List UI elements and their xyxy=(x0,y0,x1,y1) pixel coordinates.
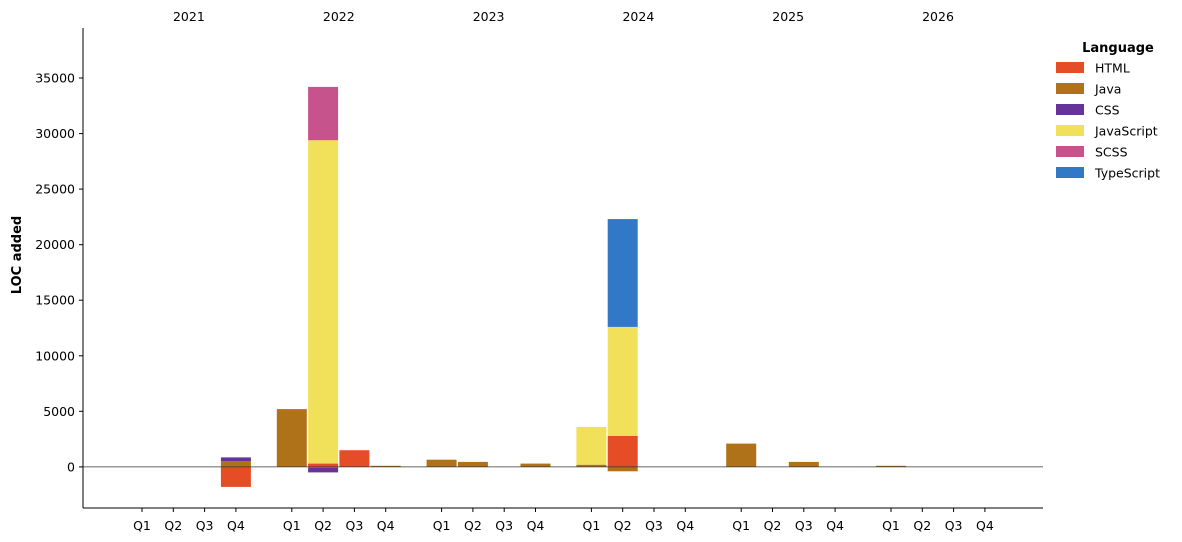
x-tick-label: Q2 xyxy=(164,518,182,533)
y-tick-label: 15000 xyxy=(35,293,75,308)
bar-javascript-2024-q2 xyxy=(607,326,638,436)
x-tick-label: Q2 xyxy=(913,518,931,533)
legend-label-typescript: TypeScript xyxy=(1094,166,1160,181)
legend-label-html: HTML xyxy=(1095,61,1130,76)
x-tick-label: Q3 xyxy=(346,518,364,533)
legend-label-css: CSS xyxy=(1095,103,1120,118)
x-tick-label: Q2 xyxy=(614,518,632,533)
x-tick-label: Q1 xyxy=(882,518,900,533)
legend-swatch-css xyxy=(1056,104,1084,115)
x-tick-label: Q1 xyxy=(583,518,601,533)
y-axis-label: LOC added xyxy=(10,216,25,294)
bar-java-2025-q3 xyxy=(788,461,819,467)
y-tick-label: 20000 xyxy=(35,237,75,252)
x-tick-label: Q3 xyxy=(795,518,813,533)
bar-scss-2022-q2 xyxy=(308,86,339,141)
year-label-2022: 2022 xyxy=(323,9,355,24)
x-tick-label: Q1 xyxy=(732,518,750,533)
x-tick-label: Q3 xyxy=(645,518,663,533)
x-tick-label: Q1 xyxy=(133,518,151,533)
legend-swatch-java xyxy=(1056,83,1084,94)
bar-html-2022-q3 xyxy=(339,450,370,467)
legend-label-java: Java xyxy=(1094,82,1121,97)
x-tick-label: Q4 xyxy=(826,518,844,533)
y-tick-label: 35000 xyxy=(35,71,75,86)
y-tick-label: 30000 xyxy=(35,126,75,141)
bar-java-2022-q2 xyxy=(308,466,339,468)
x-tick-label: Q4 xyxy=(976,518,994,533)
y-tick-label: 5000 xyxy=(43,404,75,419)
bar-html-2022-q2 xyxy=(308,463,339,467)
year-label-2024: 2024 xyxy=(622,9,654,24)
legend-label-javascript: JavaScript xyxy=(1094,124,1158,139)
bar-java-2023-q2 xyxy=(457,461,488,467)
bar-java-2025-q1 xyxy=(726,443,757,467)
bar-html-2021-q4 xyxy=(220,466,251,487)
x-tick-label: Q3 xyxy=(196,518,214,533)
bar-java-2023-q4 xyxy=(520,463,551,467)
bar-javascript-2024-q1 xyxy=(576,426,607,465)
y-tick-label: 10000 xyxy=(35,348,75,363)
year-label-2021: 2021 xyxy=(173,9,205,24)
legend-swatch-scss xyxy=(1056,146,1084,157)
y-tick-label: 25000 xyxy=(35,182,75,197)
bar-typescript-2024-q2 xyxy=(607,219,638,327)
legend-swatch-html xyxy=(1056,62,1084,73)
year-label-2023: 2023 xyxy=(473,9,505,24)
bar-java-2022-q1 xyxy=(276,409,307,467)
plot-area xyxy=(220,86,906,487)
bar-java-2024-q1 xyxy=(576,464,607,467)
x-tick-label: Q2 xyxy=(314,518,332,533)
x-tick-label: Q3 xyxy=(945,518,963,533)
legend-label-scss: SCSS xyxy=(1095,145,1128,160)
bar-java-2022-q4 xyxy=(370,465,401,467)
x-tick-label: Q3 xyxy=(495,518,513,533)
legend: Language HTML Java CSS JavaScript SCSS TypeSc… xyxy=(1056,41,1160,181)
bar-css-2021-q4 xyxy=(220,457,251,462)
legend-title: Language xyxy=(1082,41,1154,56)
y-tick-label: 0 xyxy=(67,459,75,474)
bar-css-2022-q2 xyxy=(308,468,339,473)
x-tick-label: Q4 xyxy=(227,518,245,533)
x-tick-label: Q4 xyxy=(377,518,395,533)
x-tick-label: Q1 xyxy=(433,518,451,533)
x-tick-label: Q2 xyxy=(464,518,482,533)
bar-java-2021-q4 xyxy=(220,461,251,467)
legend-swatch-javascript xyxy=(1056,125,1084,136)
x-tick-label: Q2 xyxy=(764,518,782,533)
bar-java-2026-q1 xyxy=(876,465,906,467)
x-tick-label: Q1 xyxy=(283,518,301,533)
bar-java-2024-q2 xyxy=(607,466,638,472)
bar-javascript-2022-q2 xyxy=(308,140,339,464)
bar-html-2024-q2 xyxy=(607,435,638,467)
x-tick-label: Q4 xyxy=(676,518,694,533)
x-tick-label: Q4 xyxy=(527,518,545,533)
bar-java-2023-q1 xyxy=(426,459,457,467)
legend-swatch-typescript xyxy=(1056,167,1084,178)
axes: 0 5000 10000 15000 20000 25000 30000 35000 Q1 Q2 Q… xyxy=(35,9,1043,533)
year-label-2025: 2025 xyxy=(772,9,804,24)
year-label-2026: 2026 xyxy=(922,9,954,24)
